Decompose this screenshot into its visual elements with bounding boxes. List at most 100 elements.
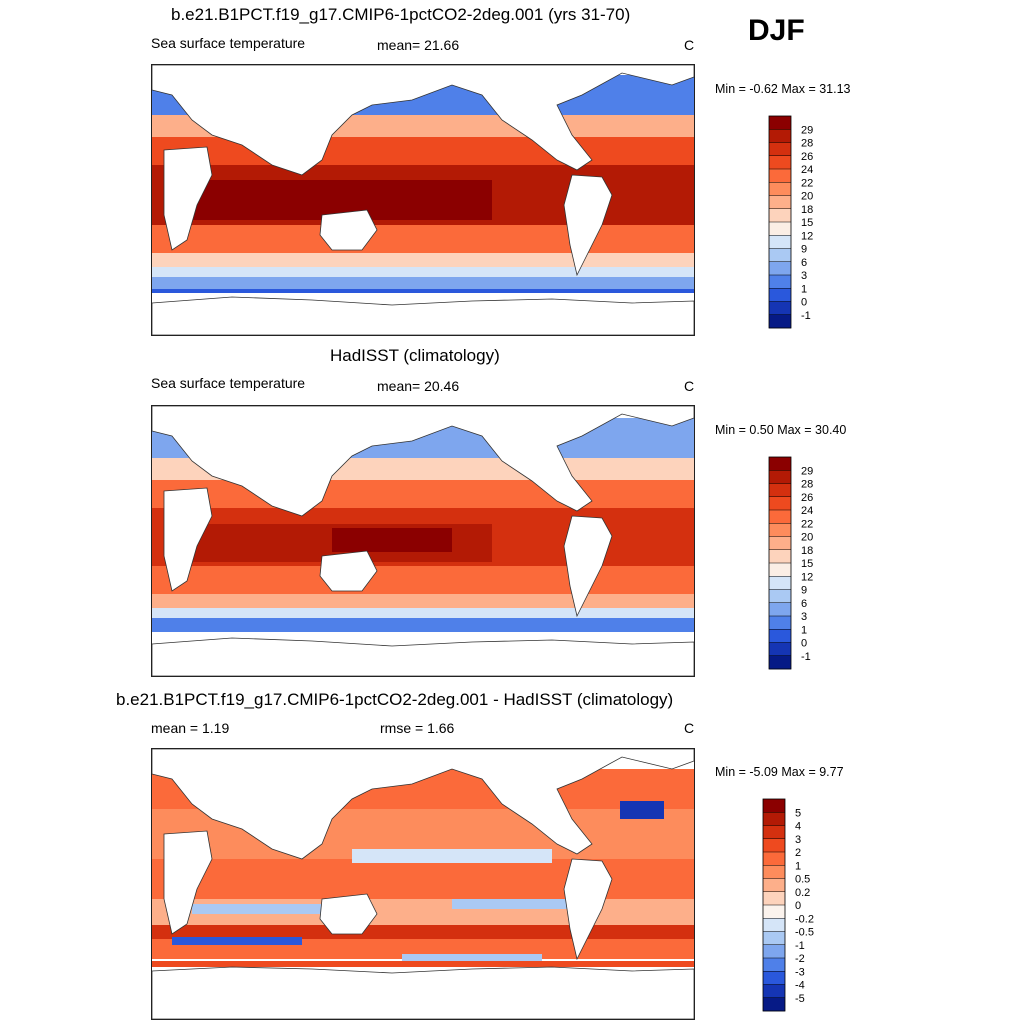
panel-3-units: C [684, 720, 695, 736]
colorbar-tick-label: 0.5 [795, 874, 810, 886]
colorbar-tick-label: 1 [801, 624, 807, 636]
land-antarctica [152, 296, 694, 335]
colorbar-swatch [769, 589, 791, 604]
diff-cold-north-atlantic [620, 801, 664, 819]
colorbar-tick-label: -1 [795, 940, 805, 952]
panel-3-mean-label: mean = 1.19 [151, 720, 230, 736]
panel-2-map-svg [152, 406, 694, 676]
colorbar-swatch [763, 838, 785, 853]
colorbar-swatch [763, 812, 785, 826]
colorbar-swatch [769, 616, 791, 630]
colorbar-swatch [769, 496, 791, 511]
colorbar-tick-label: 3 [801, 270, 807, 282]
colorbar-tick-label: 26 [801, 151, 813, 163]
panel-3-rmse-label: rmse = 1.66 [380, 720, 455, 736]
colorbar-swatch [769, 235, 791, 249]
colorbar-tick-label: 18 [801, 545, 813, 557]
land-africa [163, 146, 213, 251]
colorbar-tick-label: -0.5 [795, 927, 814, 939]
land-masses [152, 406, 694, 676]
panel-3-map-svg [152, 749, 694, 1019]
colorbar-tick-label: -4 [795, 980, 805, 992]
diff-band-warm [152, 925, 694, 939]
sst-hot-core [332, 528, 452, 552]
colorbar-swatch [769, 576, 791, 590]
colorbar-swatch [763, 825, 785, 840]
colorbar-tick-label: 24 [801, 505, 813, 517]
panel-1-map [151, 64, 695, 336]
colorbar-tick-label: 20 [801, 532, 813, 544]
panel-1-map-svg [152, 65, 694, 335]
sst-band-south-mid [152, 253, 694, 267]
colorbar-swatch [769, 288, 791, 302]
sst-band-southern-ocean [152, 277, 694, 289]
colorbar-tick-label: -2 [795, 953, 805, 965]
colorbar-swatch [769, 483, 791, 498]
colorbar-tick-label: 9 [801, 244, 807, 256]
colorbar-swatch [763, 905, 785, 919]
diff-cold-southern [172, 937, 302, 945]
colorbar-tick-label: 0 [801, 297, 807, 309]
colorbar-swatch [769, 155, 791, 170]
colorbar-tick-label: 26 [801, 492, 813, 504]
colorbar-tick-label: -1 [801, 310, 811, 322]
panel-2-minmax: Min = 0.50 Max = 30.40 [715, 423, 847, 437]
colorbar-tick-label: 3 [801, 611, 807, 623]
panel-2-colorbar: 29 28 26 24 22 20 18 15 12 9 6 3 1 0 -1 [768, 456, 829, 670]
colorbar-tick-label: 6 [801, 598, 807, 610]
land-africa [163, 830, 213, 935]
land-australia [319, 893, 378, 935]
colorbar-tick-label: 1 [795, 860, 801, 872]
colorbar-swatch [769, 142, 791, 157]
colorbar-tick-label: 15 [801, 558, 813, 570]
colorbar-tick-label: 5 [795, 807, 801, 819]
panel-2-map [151, 405, 695, 677]
colorbar-swatch [769, 222, 791, 236]
colorbar-swatch [769, 563, 791, 577]
colorbar-swatch [769, 261, 791, 276]
colorbar-tick-label: 29 [801, 124, 813, 136]
land-africa [163, 487, 213, 592]
colorbar-swatch [763, 931, 785, 946]
colorbar-swatch [769, 510, 791, 524]
colorbar-swatch [769, 536, 791, 551]
colorbar-tick-label: 9 [801, 585, 807, 597]
colorbar-swatch [769, 642, 791, 657]
sst-band-north-sub [152, 480, 694, 508]
sst-band-south-cool [152, 608, 694, 618]
colorbar-tick-label: 29 [801, 465, 813, 477]
land-south-america [563, 174, 613, 277]
colorbar-tick-label: -5 [795, 993, 805, 1005]
colorbar-swatch [763, 944, 785, 959]
panel-1-title: b.e21.B1PCT.f19_g17.CMIP6-1pctCO2-2deg.0… [171, 5, 631, 24]
colorbar-swatch [769, 208, 791, 223]
colorbar-swatch [769, 314, 791, 329]
diff-cool-indian [192, 904, 322, 914]
colorbar-swatch [769, 457, 791, 471]
colorbar-swatch [769, 301, 791, 316]
colorbar-swatch [763, 918, 785, 932]
colorbar-tick-label: 24 [801, 164, 813, 176]
colorbar-tick-label: 15 [801, 217, 813, 229]
sst-band-south-mid [152, 594, 694, 608]
land-northern-continents [152, 406, 694, 517]
colorbar-swatch [763, 865, 785, 879]
colorbar-tick-label: 22 [801, 177, 813, 189]
colorbar-tick-label: 4 [795, 821, 801, 833]
land-antarctica [152, 637, 694, 676]
colorbar-swatch [769, 523, 791, 537]
panel-3-title: b.e21.B1PCT.f19_g17.CMIP6-1pctCO2-2deg.0… [116, 690, 674, 709]
colorbar-swatch [763, 997, 785, 1012]
colorbar-tick-label: 0 [801, 638, 807, 650]
land-south-america [563, 515, 613, 618]
colorbar-swatch [769, 549, 791, 564]
panel-3-colorbar: 5 4 3 2 1 0.5 0.2 0 -0.2 -0.5 -1 -2 -3 -4 -5 [762, 798, 823, 1012]
panel-2-left-label: Sea surface temperature [151, 375, 306, 391]
colorbar-tick-label: 28 [801, 138, 813, 150]
colorbar-tick-label: 1 [801, 283, 807, 295]
panel-3-minmax: Min = -5.09 Max = 9.77 [715, 765, 844, 779]
colorbar-tick-label: -1 [801, 651, 811, 663]
diff-cool-pacific [452, 899, 572, 909]
colorbar-swatch [769, 195, 791, 210]
